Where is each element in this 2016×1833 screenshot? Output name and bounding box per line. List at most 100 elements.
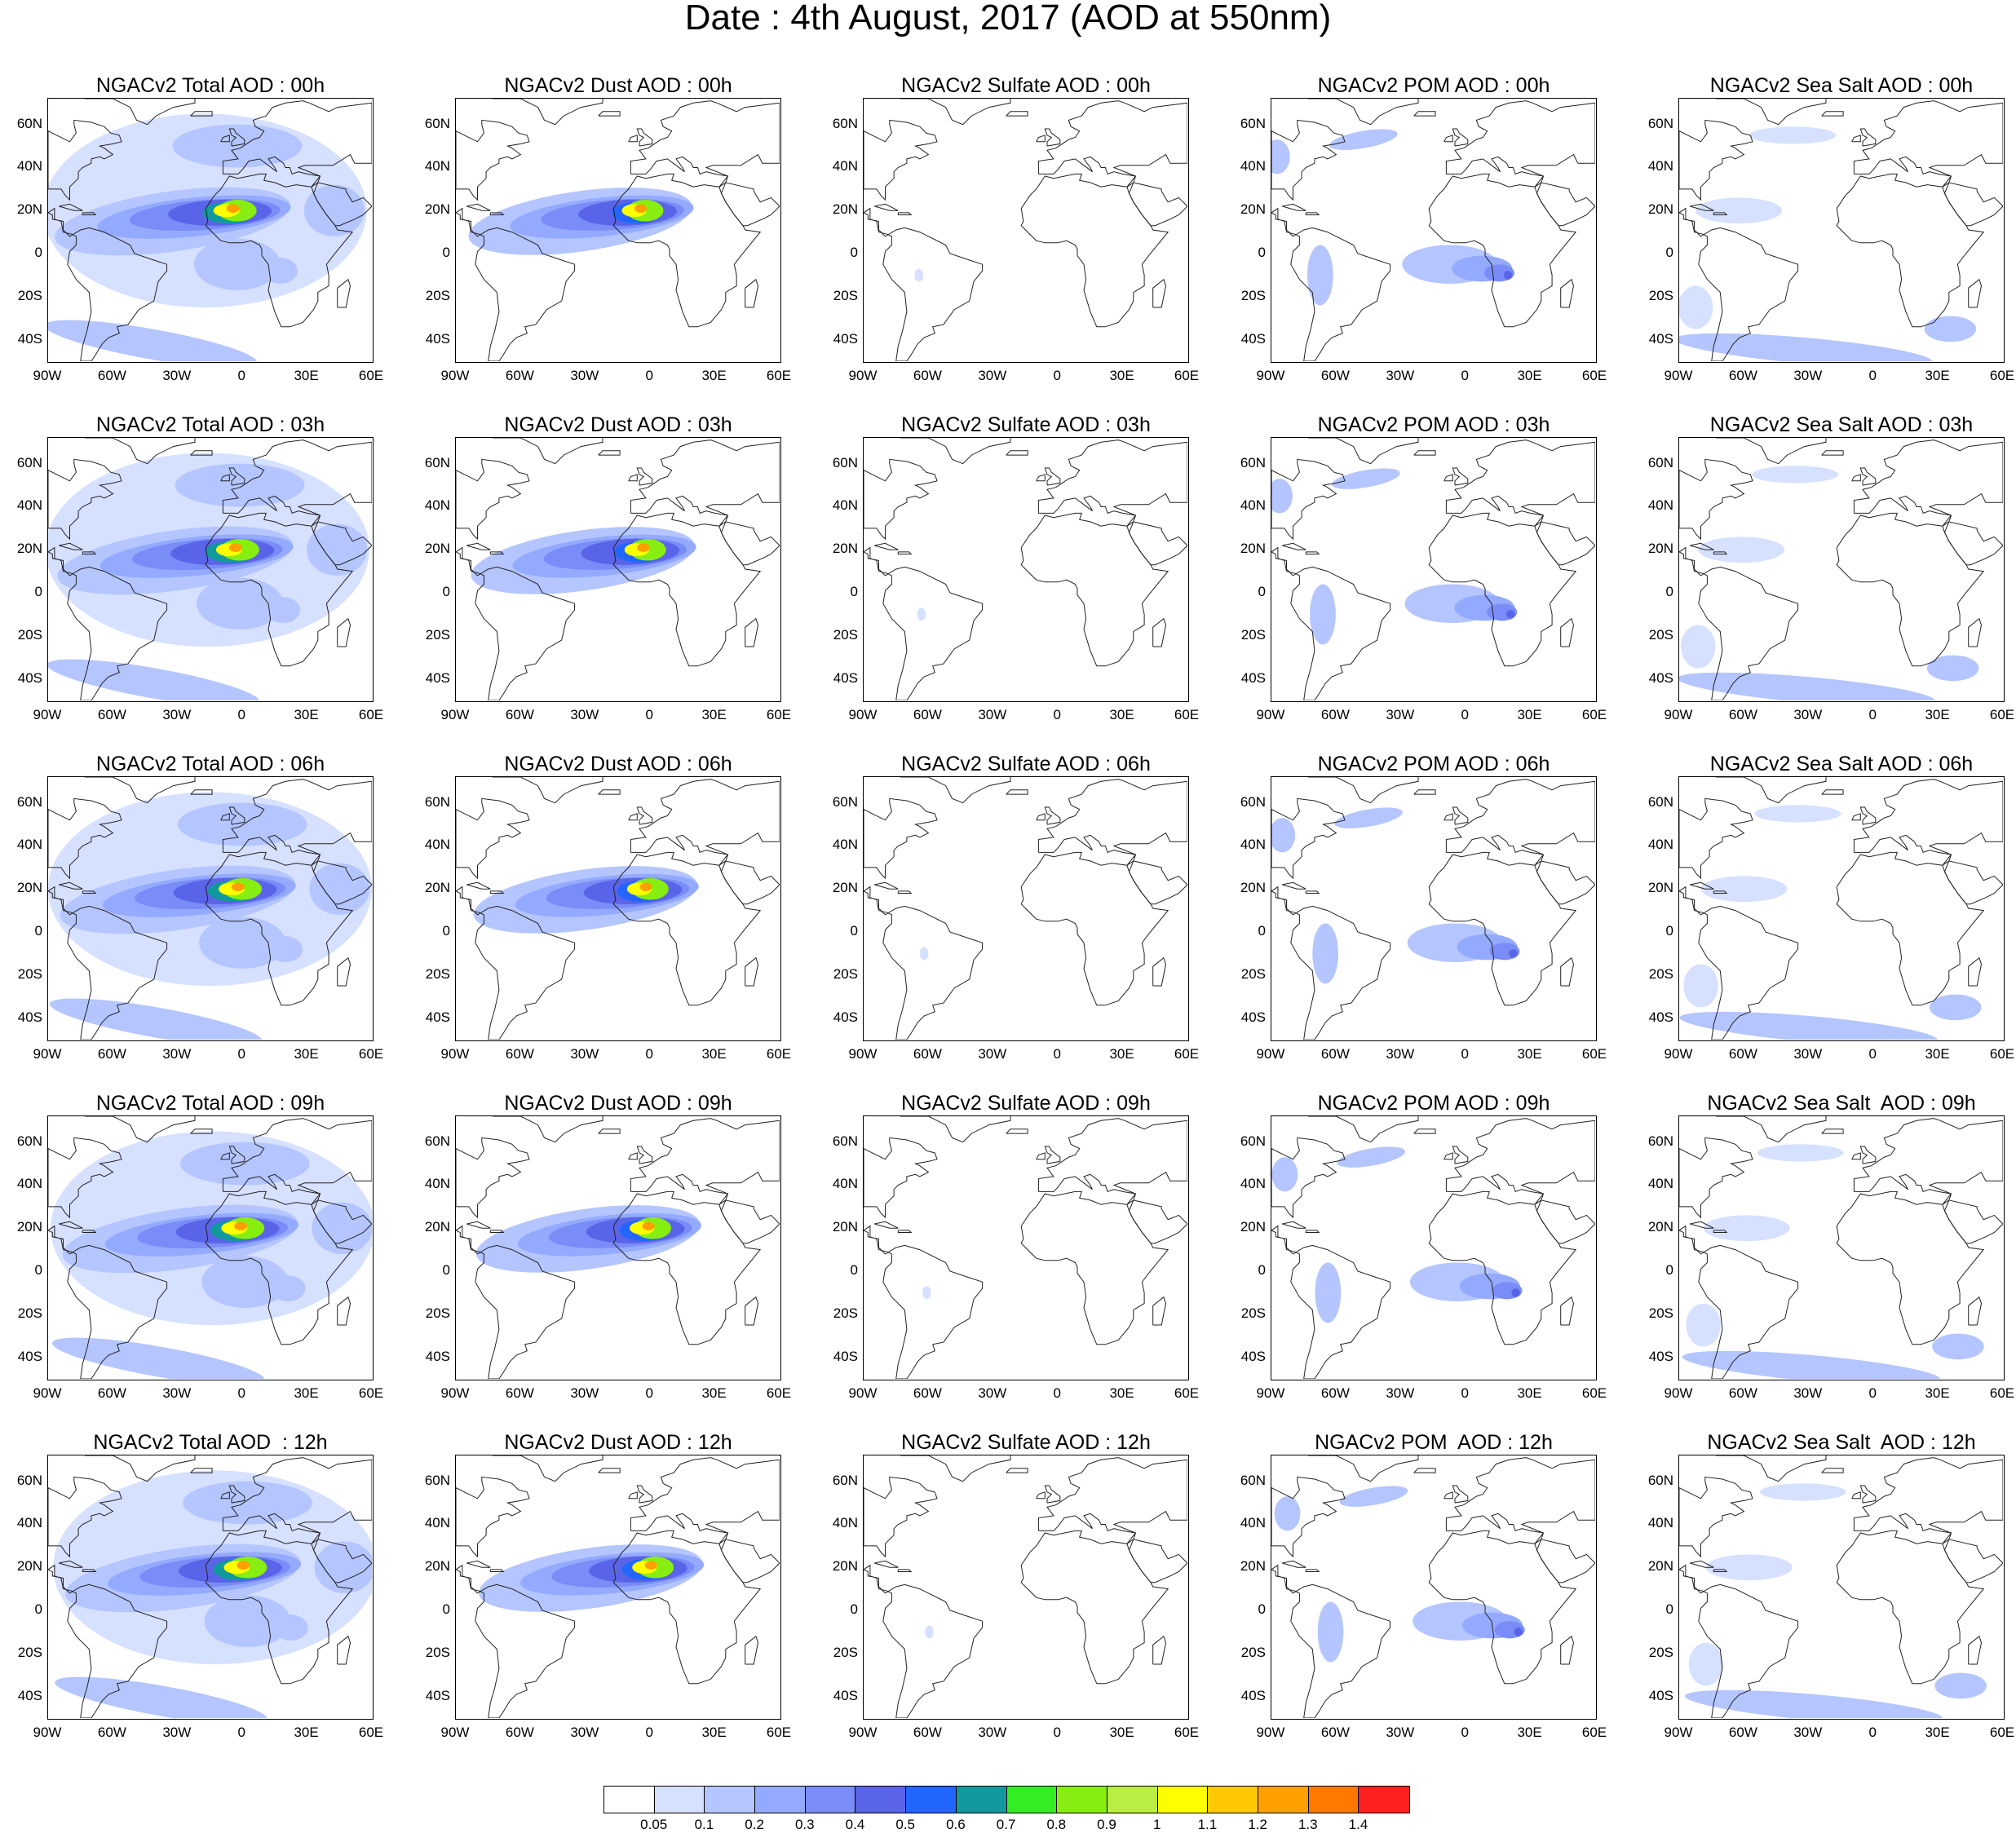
lat-tick-label: 20S xyxy=(1648,1305,1673,1321)
coastline-11 xyxy=(897,1230,913,1233)
map-frame xyxy=(455,776,781,1041)
coastline-9 xyxy=(1006,789,1028,795)
lat-tick-label: 20S xyxy=(425,287,450,303)
aod-region-0 xyxy=(919,947,929,961)
coastline-9 xyxy=(598,1468,621,1473)
lat-tick-label: 20S xyxy=(1648,626,1673,643)
lat-tick-label: 60N xyxy=(16,1133,42,1149)
lon-tick-label: 60W xyxy=(913,1725,942,1740)
lat-tick-label: 0 xyxy=(1258,245,1266,261)
coastline-9 xyxy=(598,789,621,795)
coastline-8 xyxy=(1851,1152,1861,1160)
lon-tick-label: 90W xyxy=(1256,1725,1285,1740)
lon-tick-label: 60W xyxy=(97,1046,126,1062)
coastline-11 xyxy=(897,551,913,554)
lat-tick-label: 20S xyxy=(833,287,858,303)
lat-tick-label: 20N xyxy=(424,1219,450,1235)
lon-tick-label: 60W xyxy=(505,368,534,383)
aod-region-0 xyxy=(1679,1011,1939,1040)
map-frame xyxy=(863,1455,1189,1720)
lat-tick-label: 20S xyxy=(17,287,42,303)
aod-region-6 xyxy=(1271,139,1290,174)
lon-tick-label: 60E xyxy=(1989,707,2015,722)
coastline-9 xyxy=(1413,789,1436,795)
coastline-3 xyxy=(205,512,354,667)
lon-tick-label: 90W xyxy=(33,1385,62,1401)
map-frame xyxy=(863,437,1189,702)
coastline-0 xyxy=(456,886,576,1040)
lat-tick-label: 40S xyxy=(17,1687,42,1703)
aod-region-0 xyxy=(1334,807,1403,828)
aod-region-1 xyxy=(48,320,258,361)
lon-tick-label: 60E xyxy=(1581,1046,1607,1062)
lon-tick-label: 60E xyxy=(1989,1385,2015,1401)
coastline-6 xyxy=(337,1635,351,1665)
lat-tick-label: 20N xyxy=(16,541,42,557)
coastline-8 xyxy=(220,1491,230,1500)
map-frame xyxy=(1678,437,2005,702)
coastline-1 xyxy=(456,1476,530,1558)
aod-region-3 xyxy=(1932,1333,1984,1360)
lon-tick-label: 60E xyxy=(358,1046,384,1062)
lon-tick-label: 30E xyxy=(701,1385,727,1401)
coastline-6 xyxy=(1968,1296,1983,1326)
lat-tick-label: 60N xyxy=(16,115,42,131)
lon-tick-label: 60E xyxy=(358,1385,384,1401)
lon-tick-label: 0 xyxy=(1461,1725,1469,1740)
coastline-7 xyxy=(1452,128,1469,147)
map-frame xyxy=(1678,1115,2005,1380)
lat-tick-label: 60N xyxy=(1240,1133,1266,1149)
lon-tick-label: 30E xyxy=(1925,1046,1950,1062)
map-frame xyxy=(47,776,374,1041)
coastline-7 xyxy=(228,806,245,825)
lat-tick-label: 0 xyxy=(34,584,42,600)
coastline-2 xyxy=(1308,99,1419,126)
coastline-5 xyxy=(1944,860,2003,905)
coastline-2 xyxy=(85,1455,196,1482)
lon-tick-label: 90W xyxy=(440,1725,470,1740)
aod-region-2 xyxy=(1752,466,1839,484)
lat-tick-label: 20N xyxy=(424,201,450,218)
coastline-3 xyxy=(1836,1530,1985,1685)
aod-region-5 xyxy=(172,124,303,168)
lat-tick-label: 20N xyxy=(832,541,858,557)
panel-title: NGACv2 Total AOD : 06h xyxy=(95,753,325,775)
lat-tick-label: 20N xyxy=(1240,201,1266,218)
lon-tick-label: 90W xyxy=(848,1385,878,1401)
aod-region-5 xyxy=(1312,923,1339,984)
lat-tick-label: 40S xyxy=(1240,1687,1266,1703)
lat-tick-label: 40N xyxy=(1240,837,1266,853)
lon-tick-label: 0 xyxy=(1053,368,1061,383)
colorbar-swatch xyxy=(1107,1787,1158,1813)
coastline-10 xyxy=(466,203,491,211)
lon-tick-label: 30E xyxy=(1517,1046,1542,1062)
lon-tick-label: 60W xyxy=(913,1046,942,1062)
map-panel-dust-09h: NGACv2 Dust AOD : 09h xyxy=(455,1091,781,1385)
lat-tick-label: 0 xyxy=(1665,584,1673,600)
lon-tick-label: 30W xyxy=(162,368,192,383)
lon-tick-label: 30W xyxy=(1793,1725,1823,1740)
colorbar-swatch xyxy=(1006,1787,1058,1813)
coastline-6 xyxy=(1560,278,1575,308)
panel-title: NGACv2 Sulfate AOD : 00h xyxy=(901,74,1151,97)
coastline-6 xyxy=(745,1296,759,1326)
lon-tick-label: 30W xyxy=(978,707,1007,722)
colorbar-tick-label: 0.4 xyxy=(845,1817,865,1832)
lon-tick-label: 30E xyxy=(1517,1725,1542,1740)
map-frame xyxy=(47,1115,374,1380)
aod-region-7 xyxy=(642,1221,655,1230)
coastline-10 xyxy=(874,881,899,890)
lat-tick-label: 0 xyxy=(442,1601,450,1618)
coastline-11 xyxy=(1305,551,1320,554)
lon-tick-label: 30E xyxy=(1109,368,1134,383)
map-panel-total-09h: NGACv2 Total AOD : 09h xyxy=(47,1091,374,1385)
coastline-1 xyxy=(864,1476,938,1558)
coastline-6 xyxy=(1152,278,1167,308)
lon-tick-label: 30E xyxy=(1517,707,1542,722)
aod-region-7 xyxy=(644,1561,657,1570)
coastline-2 xyxy=(85,99,196,126)
map-panel-dust-03h: NGACv2 Dust AOD : 03h xyxy=(455,413,781,706)
aod-region-6 xyxy=(1271,479,1293,514)
coastline-8 xyxy=(220,1152,230,1160)
lon-tick-label: 30W xyxy=(162,1046,192,1062)
